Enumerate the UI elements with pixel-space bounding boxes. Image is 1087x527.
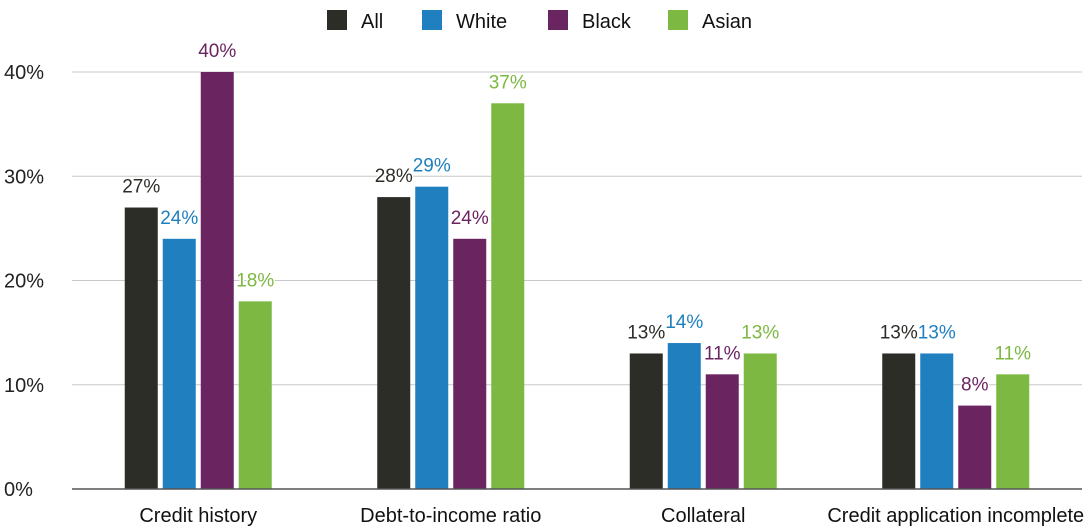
bar-white xyxy=(667,343,701,489)
data-label: 27% xyxy=(122,177,160,198)
data-label: 24% xyxy=(451,208,489,229)
legend: All White Black Asian xyxy=(327,10,752,33)
y-tick-label: 20% xyxy=(4,271,44,293)
legend-label: Asian xyxy=(702,11,752,33)
data-label: 13% xyxy=(880,322,918,343)
x-category-label: Credit history xyxy=(139,505,257,527)
bar-black xyxy=(705,374,739,489)
y-tick-label: 0% xyxy=(4,479,33,501)
data-label: 14% xyxy=(665,312,703,333)
bars xyxy=(124,72,1030,490)
legend-label: All xyxy=(361,11,383,33)
y-tick-label: 10% xyxy=(4,375,44,397)
legend-swatch-asian xyxy=(668,10,688,30)
y-axis-tick-labels: 0% 10% 20% 30% 40% xyxy=(4,62,44,501)
data-label: 13% xyxy=(918,322,956,343)
y-tick-label: 40% xyxy=(4,62,44,84)
bar-all xyxy=(882,353,916,489)
data-label: 18% xyxy=(236,270,274,291)
data-label: 29% xyxy=(413,156,451,177)
bar-all xyxy=(629,353,663,489)
bar-asian xyxy=(238,301,272,489)
data-label: 13% xyxy=(627,322,665,343)
data-label: 8% xyxy=(961,375,989,396)
bar-black xyxy=(453,238,487,489)
legend-swatch-all xyxy=(327,10,347,30)
bar-all xyxy=(124,207,158,489)
legend-swatch-white xyxy=(422,10,442,30)
x-category-label: Collateral xyxy=(661,505,745,527)
bar-asian xyxy=(491,103,525,490)
bar-white xyxy=(162,238,196,489)
data-label: 11% xyxy=(704,343,741,364)
data-label: 11% xyxy=(994,343,1031,364)
legend-swatch-black xyxy=(548,10,568,30)
bar-asian xyxy=(743,353,777,489)
bar-asian xyxy=(996,374,1030,489)
bar-white xyxy=(920,353,954,489)
x-category-label: Debt-to-income ratio xyxy=(360,505,541,527)
x-axis-category-labels: Credit history Debt-to-income ratio Collat… xyxy=(139,505,1084,527)
x-category-label: Credit application incomplete xyxy=(827,505,1084,527)
bar-all xyxy=(377,197,411,489)
data-label: 40% xyxy=(198,41,236,62)
data-label: 24% xyxy=(160,208,198,229)
data-label: 13% xyxy=(741,322,779,343)
bar-white xyxy=(415,186,449,490)
bar-black xyxy=(958,405,992,489)
data-label: 28% xyxy=(375,166,413,187)
data-label: 37% xyxy=(489,72,527,93)
y-tick-label: 30% xyxy=(4,166,44,188)
data-labels: 27%24%40%18%28% 29%24%37%13% 14%11%13% 13% 1… xyxy=(121,40,1033,398)
bar-black xyxy=(200,72,234,489)
legend-label: White xyxy=(456,11,507,33)
legend-label: Black xyxy=(582,11,632,33)
